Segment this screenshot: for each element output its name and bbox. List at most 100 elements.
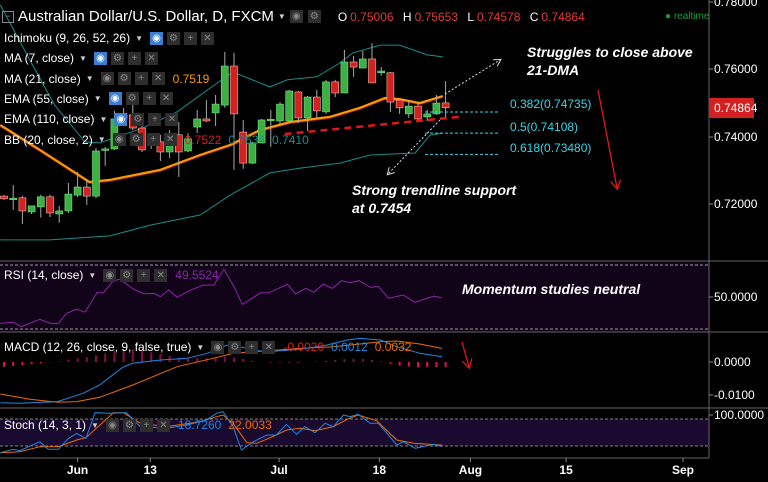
gear-icon[interactable]: ⚙ (120, 268, 134, 282)
chevron-down-icon[interactable]: ▼ (88, 270, 97, 280)
support-annotation: Strong trendline support at 0.7454 (352, 181, 516, 217)
gear-icon[interactable]: ⚙ (125, 92, 139, 106)
candle-body (331, 81, 340, 94)
gear-icon[interactable]: ⚙ (228, 340, 242, 354)
close-icon[interactable]: ✕ (144, 51, 158, 65)
plus-icon[interactable]: + (146, 133, 160, 146)
candle (193, 109, 201, 134)
plus-icon[interactable]: + (148, 112, 162, 126)
plus-icon[interactable]: + (127, 51, 141, 65)
candle (294, 90, 303, 123)
indicator-value: 0.7410 (272, 132, 309, 147)
chevron-down-icon[interactable]: ▼ (196, 342, 205, 352)
candle-body (239, 131, 247, 164)
visibility-icon[interactable]: ◉ (150, 31, 163, 45)
gear-icon[interactable]: ⚙ (131, 112, 145, 126)
candle-body (55, 210, 64, 215)
current-price-tag: 0.74864 (709, 98, 757, 118)
close-icon[interactable]: ✕ (262, 340, 276, 354)
chevron-down-icon[interactable]: ▼ (93, 94, 102, 104)
visibility-icon[interactable]: ◉ (108, 92, 122, 106)
indicator-legend[interactable]: Ichimoku (9, 26, 52, 26) ▼ ◉ ⚙ + ✕ (4, 31, 215, 45)
visibility-icon[interactable]: ◉ (105, 418, 119, 432)
x-axis-label: 18 (372, 463, 387, 477)
candle (285, 89, 294, 122)
gear-icon[interactable]: ⚙ (117, 72, 131, 86)
chevron-down-icon[interactable]: ▼ (79, 53, 87, 63)
candle (331, 79, 340, 98)
visibility-icon[interactable]: ◉ (211, 340, 225, 354)
indicator-legend[interactable]: MA (21, close) ▼ ◉ ⚙ + ✕ 0.7519 (4, 72, 209, 86)
close-label: C (529, 9, 539, 24)
candle-body (230, 65, 238, 115)
close-icon[interactable]: ✕ (163, 133, 177, 146)
chevron-down-icon[interactable]: ▼ (99, 114, 108, 124)
plus-icon[interactable]: + (139, 418, 153, 432)
candle (441, 81, 450, 118)
indicator-legend[interactable]: BB (20, close, 2) ▼ ◉ ⚙ + ✕ 0.7522 0.7634 0.7410 (4, 133, 309, 147)
macd-legend[interactable]: MACD (12, 26, close, 9, false, true) ▼ ◉ ⚙ +… (4, 340, 411, 354)
candle (230, 52, 238, 170)
rsi-legend[interactable]: RSI (14, close) ▼ ◉ ⚙ + ✕ 49.5524 (4, 268, 219, 282)
gear-icon[interactable]: ⚙ (129, 133, 143, 146)
close-icon[interactable]: ✕ (201, 31, 214, 45)
close-icon[interactable]: ✕ (151, 72, 165, 86)
indicator-legend[interactable]: EMA (110, close) ▼ ◉ ⚙ + ✕ (4, 112, 179, 126)
indicator-label: MA (21, close) (4, 71, 81, 86)
close-icon[interactable]: ✕ (156, 418, 170, 432)
stoch-legend[interactable]: Stoch (14, 3, 1) ▼ ◉ ⚙ + ✕ 18.7260 22.0033 (4, 418, 272, 432)
candle-body (294, 91, 303, 119)
visibility-icon[interactable]: ◉ (114, 112, 128, 126)
momentum-annotation: Momentum studies neutral (462, 281, 641, 297)
gear-icon[interactable]: ⚙ (122, 418, 136, 432)
chevron-down-icon[interactable]: ▼ (277, 12, 286, 21)
plus-icon[interactable]: + (184, 31, 197, 45)
bb-lower-line (0, 132, 443, 241)
plus-icon[interactable]: + (245, 340, 259, 354)
collapse-icon[interactable]: − (2, 10, 14, 23)
candle (368, 43, 376, 84)
indicator-value: 0.7522 (184, 132, 222, 147)
candle-body (312, 96, 321, 112)
indicator-label: RSI (14, close) (4, 268, 84, 282)
indicator-legend[interactable]: EMA (55, close) ▼ ◉ ⚙ + ✕ (4, 92, 174, 106)
candle-body (202, 118, 211, 122)
indicator-label: EMA (110, close) (4, 112, 95, 127)
candle-body (64, 193, 73, 212)
visibility-icon[interactable]: ◉ (103, 268, 117, 282)
indicator-legend[interactable]: MA (7, close) ▼ ◉ ⚙ + ✕ (4, 51, 159, 65)
candle-body (285, 90, 294, 122)
plus-icon[interactable]: + (137, 268, 151, 282)
chevron-down-icon[interactable]: ▼ (85, 74, 94, 84)
plus-icon[interactable]: + (134, 72, 148, 86)
x-axis-label: 15 (559, 463, 573, 477)
indicator-label: Stoch (14, 3, 1) (4, 418, 87, 432)
candle-body (276, 103, 284, 122)
indicator-value: 0.7634 (228, 132, 266, 147)
candle-body (101, 148, 109, 151)
close-icon[interactable]: ✕ (154, 268, 168, 282)
candle (349, 55, 358, 77)
annotation-line: Struggles to close above (527, 44, 693, 60)
candle-body (83, 186, 91, 197)
close-icon[interactable]: ✕ (159, 92, 173, 106)
candle-body (358, 58, 367, 69)
visibility-icon[interactable]: ◉ (112, 133, 126, 146)
symbol-legend[interactable]: − Australian Dollar/U.S. Dollar, D, FXCM… (2, 8, 585, 25)
gear-icon[interactable]: ⚙ (110, 51, 124, 65)
visibility-icon[interactable]: ◉ (100, 72, 114, 86)
close-icon[interactable]: ✕ (165, 112, 179, 126)
plus-icon[interactable]: + (142, 92, 156, 106)
candle-body (18, 197, 27, 212)
low-value: 0.74578 (477, 9, 521, 24)
visibility-icon[interactable]: ◉ (93, 51, 107, 65)
gear-icon[interactable]: ⚙ (167, 31, 180, 45)
candle (184, 133, 192, 152)
gear-icon[interactable]: ⚙ (307, 10, 321, 23)
visibility-icon[interactable]: ◉ (289, 10, 303, 23)
candle (266, 109, 275, 147)
chevron-down-icon[interactable]: ▼ (97, 135, 106, 144)
chevron-down-icon[interactable]: ▼ (91, 420, 99, 430)
chevron-down-icon[interactable]: ▼ (135, 33, 143, 43)
